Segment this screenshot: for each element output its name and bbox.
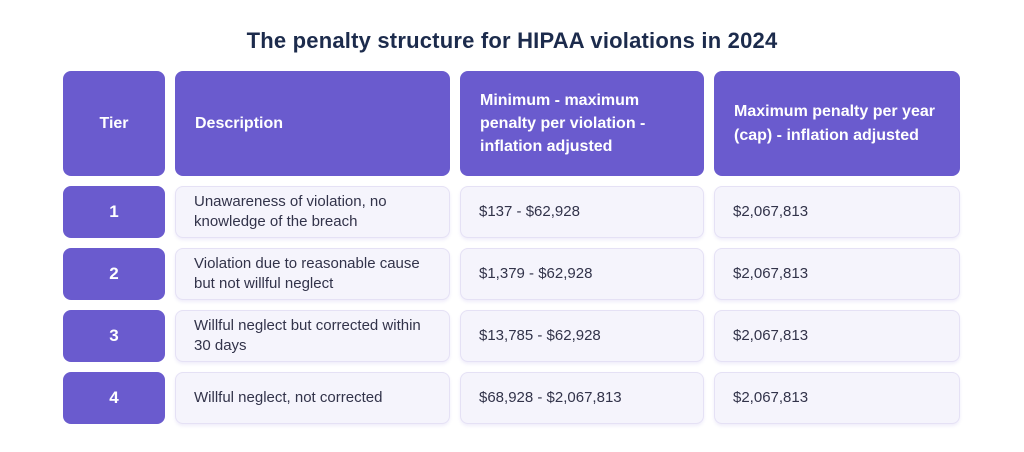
header-description: Description: [175, 71, 450, 176]
tier-cell: 4: [63, 372, 165, 424]
annual-cap-cell: $2,067,813: [714, 310, 960, 362]
description-cell: Unawareness of violation, no knowledge o…: [175, 186, 450, 238]
per-violation-cell: $137 - $62,928: [460, 186, 704, 238]
tier-cell: 1: [63, 186, 165, 238]
per-violation-cell: $1,379 - $62,928: [460, 248, 704, 300]
tier-cell: 2: [63, 248, 165, 300]
annual-cap-cell: $2,067,813: [714, 372, 960, 424]
description-cell: Willful neglect but corrected within 30 …: [175, 310, 450, 362]
tier-cell: 3: [63, 310, 165, 362]
annual-cap-cell: $2,067,813: [714, 186, 960, 238]
header-per-violation-penalty: Minimum - maximum penalty per violation …: [460, 71, 704, 176]
penalty-table: Tier Description Minimum - maximum penal…: [63, 71, 960, 424]
header-tier: Tier: [63, 71, 165, 176]
page-title: The penalty structure for HIPAA violatio…: [246, 28, 778, 53]
annual-cap-cell: $2,067,813: [714, 248, 960, 300]
description-cell: Willful neglect, not corrected: [175, 372, 450, 424]
description-cell: Violation due to reasonable cause but no…: [175, 248, 450, 300]
per-violation-cell: $68,928 - $2,067,813: [460, 372, 704, 424]
header-annual-cap: Maximum penalty per year (cap) - inflati…: [714, 71, 960, 176]
per-violation-cell: $13,785 - $62,928: [460, 310, 704, 362]
